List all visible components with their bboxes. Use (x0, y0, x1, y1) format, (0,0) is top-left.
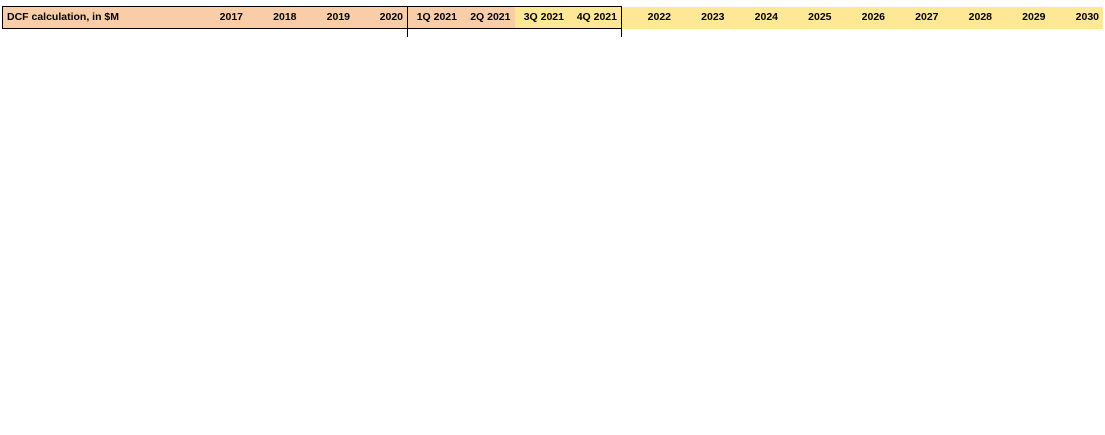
spacer-cell (622, 29, 676, 38)
col-header-2018[interactable]: 2018 (247, 6, 301, 29)
spacer-cell (3, 29, 194, 38)
col-header-2025[interactable]: 2025 (782, 6, 836, 29)
spacer-cell (675, 29, 729, 38)
col-header-4q-2021[interactable]: 4Q 2021 (568, 6, 622, 29)
col-header-2027[interactable]: 2027 (889, 6, 943, 29)
spacer-cell (301, 29, 355, 38)
spacer-cell (515, 29, 569, 38)
col-header-2017[interactable]: 2017 (193, 6, 247, 29)
row-s1 (3, 28, 1104, 38)
col-header-1q-2021[interactable]: 1Q 2021 (407, 6, 461, 29)
spacer-cell (943, 29, 997, 38)
spacer-cell (194, 29, 248, 38)
spacer-cell (407, 28, 461, 37)
col-header-2q-2021[interactable]: 2Q 2021 (461, 6, 515, 29)
spacer-cell (354, 29, 408, 38)
col-header-3q-2021[interactable]: 3Q 2021 (514, 6, 568, 29)
col-header-2026[interactable]: 2026 (835, 6, 889, 29)
spacer-cell (782, 29, 836, 38)
col-header-2023[interactable]: 2023 (675, 6, 729, 29)
col-header-2020[interactable]: 2020 (354, 6, 408, 29)
dcf-table: DCF calculation, in $M 2017 2018 2019 2020 1Q… (2, 6, 1103, 37)
dcf-table-body (3, 28, 1104, 38)
col-header-2029[interactable]: 2029 (996, 6, 1050, 29)
col-header-2028[interactable]: 2028 (942, 6, 996, 29)
col-header-2030[interactable]: 2030 (1049, 6, 1103, 29)
col-header-2022[interactable]: 2022 (621, 6, 675, 29)
spacer-cell (1050, 29, 1104, 38)
header-row: DCF calculation, in $M 2017 2018 2019 2020 1Q… (2, 6, 1103, 29)
col-header-2019[interactable]: 2019 (300, 6, 354, 29)
spacer-cell (729, 29, 783, 38)
spacer-cell (461, 29, 515, 38)
table-title[interactable]: DCF calculation, in $M (2, 6, 194, 29)
spacer-cell (889, 29, 943, 38)
spacer-cell (836, 29, 890, 38)
dcf-table-head: DCF calculation, in $M 2017 2018 2019 2020 1Q… (2, 6, 1103, 29)
spacer-cell (996, 29, 1050, 38)
spacer-cell (247, 29, 301, 38)
spacer-cell (568, 28, 622, 37)
col-header-2024[interactable]: 2024 (728, 6, 782, 29)
